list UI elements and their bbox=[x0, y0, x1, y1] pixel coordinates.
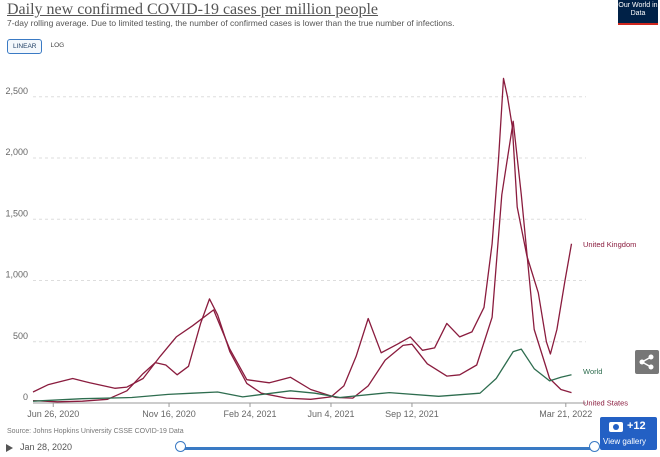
x-tick-label: Nov 16, 2020 bbox=[142, 409, 196, 419]
gallery-count: +12 bbox=[627, 420, 646, 432]
source-note[interactable]: Source: Johns Hopkins University CSSE CO… bbox=[7, 428, 184, 435]
y-tick-label: 1,500 bbox=[5, 208, 28, 218]
series-line-world bbox=[32, 348, 572, 402]
share-button[interactable] bbox=[635, 350, 659, 374]
x-tick-label: Jun 26, 2020 bbox=[27, 409, 79, 419]
camera-icon bbox=[609, 422, 623, 432]
series-label: United States bbox=[583, 399, 628, 408]
view-gallery-button[interactable]: +12 View gallery bbox=[600, 417, 657, 450]
series-lines bbox=[32, 77, 573, 403]
series-line-united-states bbox=[32, 120, 572, 399]
y-axis-ticks: 0 500 1,000 1,500 2,000 2,500 bbox=[5, 86, 28, 402]
series-label: World bbox=[583, 367, 602, 376]
chart-title[interactable]: Daily new confirmed COVID-19 cases per m… bbox=[7, 1, 379, 18]
play-icon[interactable] bbox=[6, 444, 13, 452]
y-tick-label: 2,000 bbox=[5, 147, 28, 157]
scale-toggle: LINEAR LOG bbox=[7, 39, 69, 54]
log-scale-button[interactable]: LOG bbox=[50, 42, 65, 49]
linear-scale-button[interactable]: LINEAR bbox=[7, 39, 43, 54]
line-chart: 0 500 1,000 1,500 2,000 2,500 Jun 26, 2020 Nov… bbox=[5, 77, 636, 419]
timeline-start-handle[interactable] bbox=[175, 441, 186, 452]
share-icon bbox=[639, 354, 654, 370]
owid-logo[interactable]: Our World in Data bbox=[618, 0, 658, 25]
y-tick-label: 2,500 bbox=[5, 86, 28, 96]
x-tick-label: Feb 24, 2021 bbox=[223, 409, 276, 419]
y-tick-label: 0 bbox=[23, 392, 28, 402]
gallery-label: View gallery bbox=[603, 437, 646, 446]
timeline-start-date: Jan 28, 2020 bbox=[20, 442, 73, 452]
x-tick-label: Sep 12, 2021 bbox=[385, 409, 439, 419]
timeline-end-handle[interactable] bbox=[589, 441, 600, 452]
timeline-slider: Jan 28, 2020 bbox=[0, 438, 660, 457]
timeline-track[interactable] bbox=[180, 447, 594, 450]
x-tick-label: Mar 21, 2022 bbox=[539, 409, 592, 419]
x-axis-ticks: Jun 26, 2020 Nov 16, 2020 Feb 24, 2021 Jun … bbox=[27, 403, 592, 419]
x-tick-label: Jun 4, 2021 bbox=[307, 409, 354, 419]
series-labels: United Kingdom United States World bbox=[583, 240, 636, 408]
y-tick-label: 1,000 bbox=[5, 270, 28, 280]
chart-subtitle: 7-day rolling average. Due to limited te… bbox=[7, 18, 455, 28]
grid-lines bbox=[33, 96, 586, 404]
y-tick-label: 500 bbox=[13, 331, 28, 341]
series-line-united-kingdom bbox=[32, 77, 573, 403]
series-label: United Kingdom bbox=[583, 240, 636, 249]
